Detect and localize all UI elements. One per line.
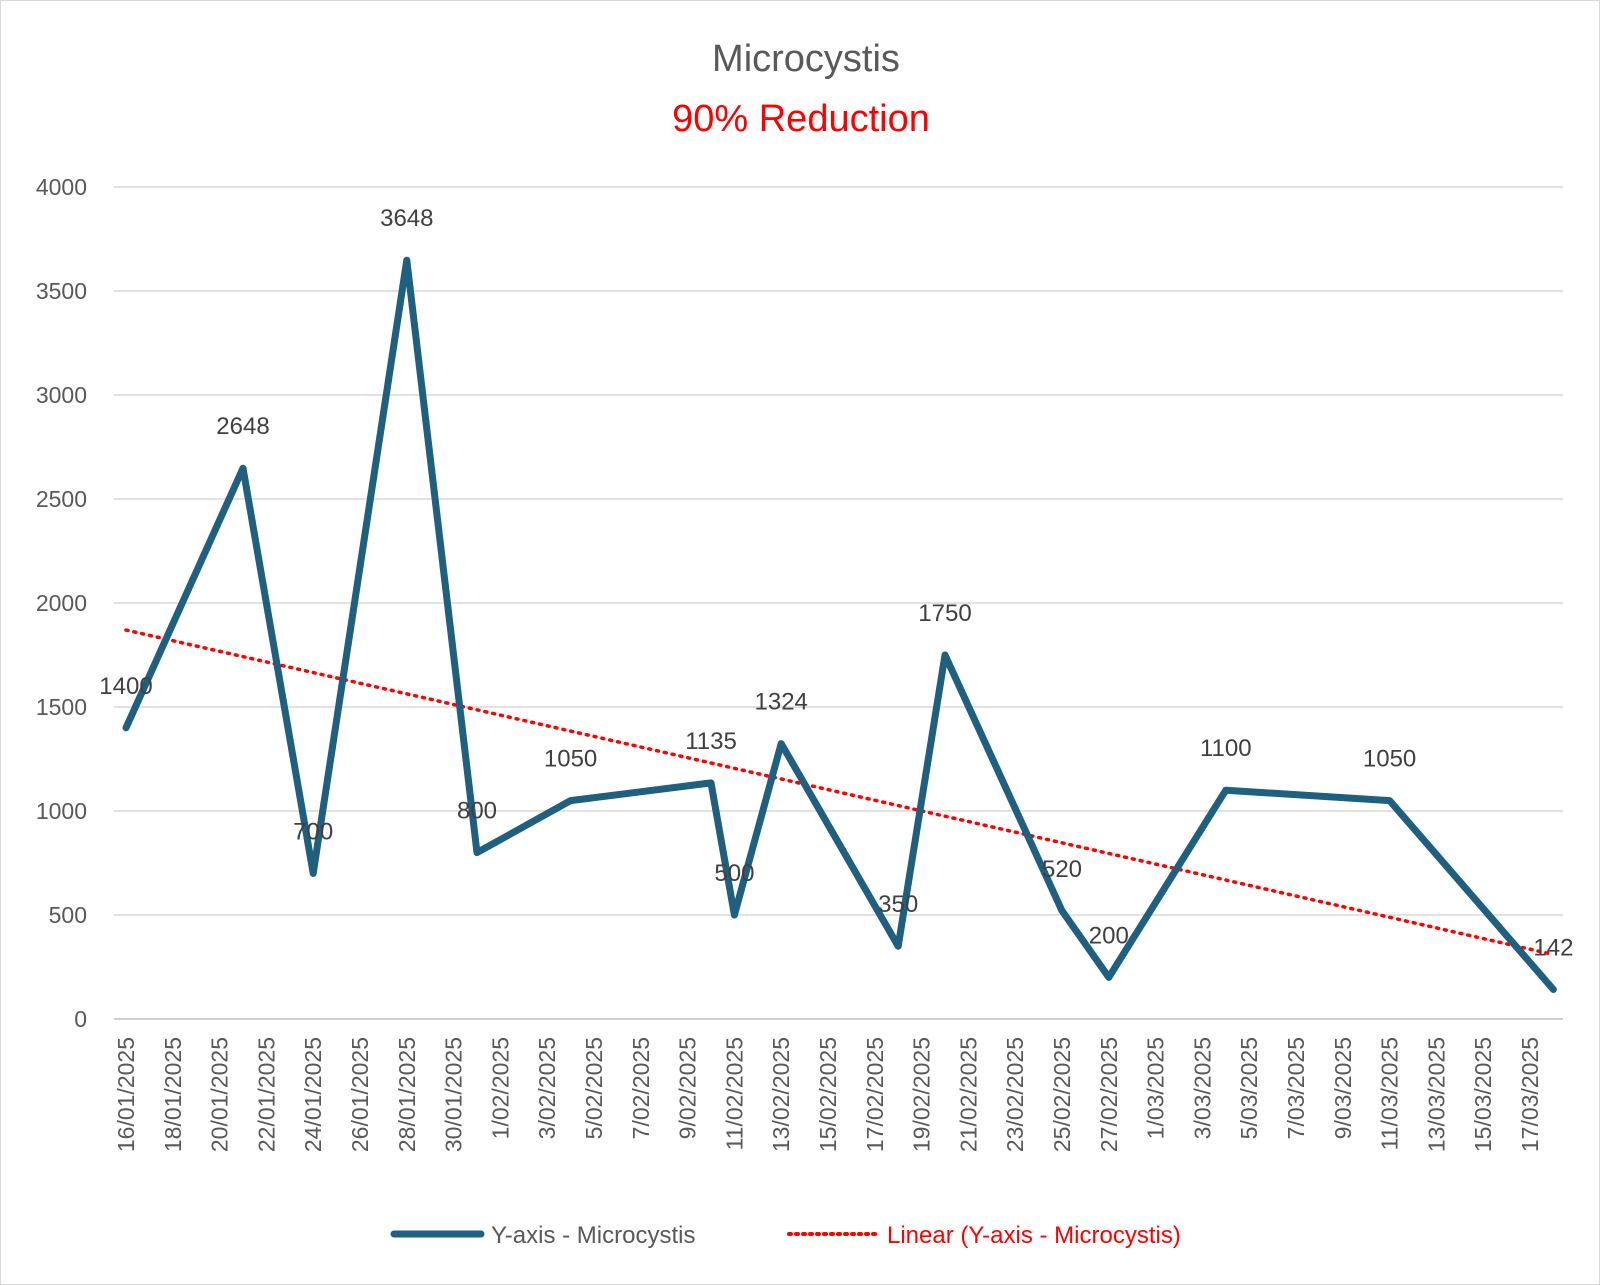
chart-subtitle: 90% Reduction (672, 98, 930, 140)
x-tick-label: 5/03/2025 (1236, 1037, 1262, 1139)
x-tick-label: 15/02/2025 (815, 1037, 841, 1152)
x-tick-label: 21/02/2025 (955, 1037, 981, 1152)
x-tick-label: 1/03/2025 (1143, 1037, 1169, 1139)
x-tick-label: 7/03/2025 (1283, 1037, 1309, 1139)
y-tick-label: 0 (74, 1006, 87, 1032)
data-label: 1324 (755, 689, 808, 716)
x-tick-label: 28/01/2025 (394, 1037, 420, 1152)
data-label: 2648 (216, 413, 269, 440)
y-tick-label: 1500 (36, 694, 87, 720)
x-tick-label: 13/03/2025 (1423, 1037, 1449, 1152)
x-tick-label: 18/01/2025 (160, 1037, 186, 1152)
x-tick-label: 11/02/2025 (721, 1037, 747, 1150)
data-label: 1050 (544, 746, 597, 773)
y-tick-label: 3500 (36, 278, 87, 304)
x-tick-label: 3/03/2025 (1189, 1037, 1215, 1139)
x-tick-label: 22/01/2025 (253, 1037, 279, 1152)
x-tick-label: 3/02/2025 (534, 1037, 560, 1139)
x-tick-label: 5/02/2025 (581, 1037, 607, 1139)
data-label: 520 (1042, 856, 1082, 883)
legend-trendline-label: Linear (Y-axis - Microcystis) (887, 1222, 1181, 1249)
data-label: 1750 (918, 600, 971, 627)
x-tick-label: 20/01/2025 (207, 1037, 233, 1152)
x-tick-label: 1/02/2025 (487, 1037, 513, 1139)
x-tick-label: 9/03/2025 (1330, 1037, 1356, 1139)
chart-title: Microcystis (712, 38, 900, 80)
data-label: 1100 (1200, 735, 1252, 762)
x-tick-label: 9/02/2025 (675, 1037, 701, 1139)
x-tick-label: 7/02/2025 (628, 1037, 654, 1139)
x-tick-label: 27/02/2025 (1096, 1037, 1122, 1152)
x-tick-label: 17/02/2025 (862, 1037, 888, 1152)
x-tick-label: 11/03/2025 (1377, 1037, 1403, 1150)
data-label: 350 (878, 891, 918, 918)
data-label: 3648 (380, 205, 433, 232)
y-tick-label: 1000 (36, 798, 87, 824)
series-polyline (122, 256, 1557, 993)
x-tick-label: 13/02/2025 (768, 1037, 794, 1152)
y-tick-label: 4000 (36, 174, 87, 200)
legend-series-label: Y-axis - Microcystis (491, 1222, 695, 1249)
x-tick-label: 17/03/2025 (1517, 1037, 1543, 1152)
data-label: 1050 (1363, 746, 1416, 773)
data-label: 200 (1089, 922, 1129, 949)
data-label: 1400 (99, 673, 152, 700)
x-axis: 16/01/2025 18/01/2025 20/01/2025 22/01/2025… (113, 1037, 1543, 1152)
x-tick-label: 30/01/2025 (441, 1037, 467, 1152)
x-tick-label: 24/01/2025 (300, 1037, 326, 1152)
x-tick-label: 19/02/2025 (909, 1037, 935, 1152)
y-tick-label: 2000 (36, 590, 87, 616)
x-tick-label: 15/03/2025 (1470, 1037, 1496, 1152)
y-tick-label: 3000 (36, 382, 87, 408)
legend: Y-axis - Microcystis Linear (Y-axis - Mi… (390, 1222, 1181, 1249)
data-label: 700 (293, 818, 333, 845)
series-line (122, 256, 1557, 993)
x-tick-label: 16/01/2025 (113, 1037, 139, 1152)
data-label: 500 (714, 860, 754, 887)
data-labels: 1400 2648 700 3648 800 1050 1135 500 1324 350 1750… (99, 205, 1573, 961)
data-label: 142 (1533, 934, 1573, 961)
y-tick-label: 2500 (36, 486, 87, 512)
y-axis: 0 500 1000 1500 2000 2500 3000 3500 4000 (36, 174, 87, 1032)
x-tick-label: 26/01/2025 (347, 1037, 373, 1152)
x-tick-label: 25/02/2025 (1049, 1037, 1075, 1152)
gridlines (114, 186, 1563, 1020)
data-label: 800 (457, 798, 497, 825)
data-label: 1135 (685, 728, 737, 755)
y-tick-label: 500 (49, 902, 87, 928)
x-tick-label: 23/02/2025 (1002, 1037, 1028, 1152)
